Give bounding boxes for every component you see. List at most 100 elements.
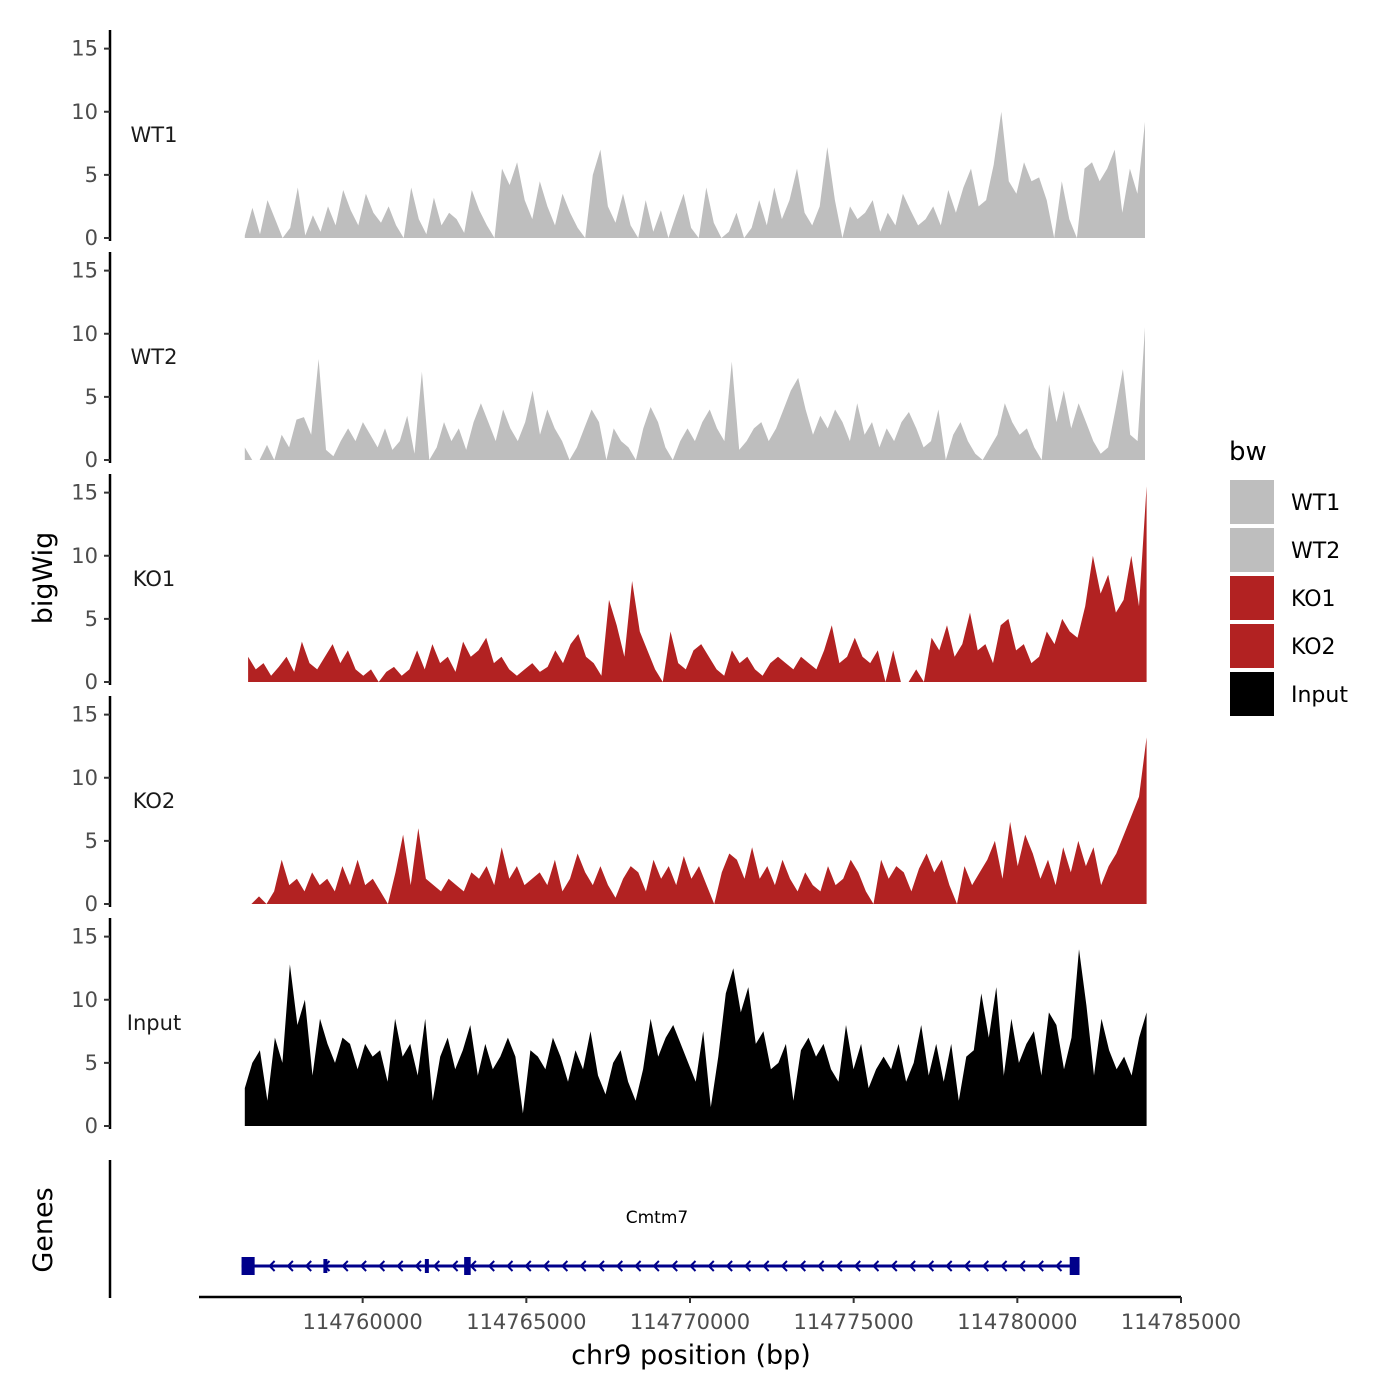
track-label-input: Input xyxy=(127,1011,181,1035)
signal-area-ko2 xyxy=(251,737,1147,904)
strand-arrow xyxy=(506,1260,514,1272)
y-tick-label: 10 xyxy=(71,988,98,1012)
signal-area-input xyxy=(244,949,1147,1126)
track-label-wt1: WT1 xyxy=(131,123,178,147)
legend-label: WT1 xyxy=(1291,491,1340,516)
strand-arrow xyxy=(981,1260,990,1272)
legend-label: Input xyxy=(1291,683,1348,708)
gene-exon xyxy=(1069,1257,1080,1275)
strand-arrow xyxy=(469,1260,477,1272)
strand-arrow xyxy=(524,1260,532,1272)
strand-arrow xyxy=(798,1260,807,1272)
strand-arrow xyxy=(817,1260,825,1272)
strand-arrow xyxy=(359,1260,367,1272)
strand-arrow xyxy=(689,1260,697,1272)
genes-axis-title: Genes xyxy=(28,1187,59,1272)
y-tick-label: 15 xyxy=(71,925,98,949)
y-tick-label: 10 xyxy=(71,766,98,790)
y-tick-label: 0 xyxy=(85,892,98,916)
legend-label: KO1 xyxy=(1291,587,1336,612)
track-label-wt2: WT2 xyxy=(131,345,178,369)
strand-arrow xyxy=(1018,1260,1026,1272)
strand-arrow xyxy=(652,1260,660,1272)
track-panel-wt1: 0 5 10 15 WT1 xyxy=(71,30,1146,250)
x-tick-label: 114760000 xyxy=(303,1310,423,1334)
strand-arrow xyxy=(542,1260,550,1272)
strand-arrow xyxy=(762,1260,770,1272)
y-tick-label: 15 xyxy=(71,481,98,505)
strand-arrow xyxy=(707,1260,715,1272)
legend-key xyxy=(1230,576,1274,620)
strand-arrow xyxy=(945,1260,953,1272)
strand-arrow xyxy=(268,1260,276,1272)
track-panel-ko2: 0 5 10 15 KO2 xyxy=(71,696,1147,916)
y-tick-label: 0 xyxy=(85,670,98,694)
legend-item-ko2: KO2 xyxy=(1230,624,1336,668)
track-panel-input: 0 5 10 15 Input xyxy=(71,918,1147,1138)
y-axis-title: bigWig xyxy=(28,532,59,625)
y-tick-label: 0 xyxy=(85,1114,98,1138)
legend-key xyxy=(1230,528,1274,572)
y-tick-label: 15 xyxy=(71,37,98,61)
gene-label: Cmtm7 xyxy=(626,1208,688,1228)
legend-item-wt1: WT1 xyxy=(1230,480,1340,524)
y-tick-label: 10 xyxy=(71,544,98,568)
x-tick-label: 114770000 xyxy=(630,1310,750,1334)
x-tick-label: 114765000 xyxy=(466,1310,586,1334)
signal-area-ko1 xyxy=(248,486,1147,682)
track-panel-wt2: 0 5 10 15 WT2 xyxy=(71,252,1146,472)
strand-arrow xyxy=(615,1260,624,1272)
y-tick-label: 15 xyxy=(71,259,98,283)
gene-exon xyxy=(424,1259,429,1273)
strand-arrow xyxy=(1036,1260,1044,1272)
strand-arrow xyxy=(1055,1260,1063,1272)
strand-arrow xyxy=(853,1260,861,1272)
x-tick-label: 114780000 xyxy=(957,1310,1077,1334)
strand-arrow xyxy=(908,1260,916,1272)
strand-arrow xyxy=(835,1260,843,1272)
strand-arrow xyxy=(743,1260,752,1272)
strand-arrow xyxy=(377,1260,386,1272)
strand-arrow xyxy=(926,1260,935,1272)
strand-arrow xyxy=(634,1260,642,1272)
legend-label: KO2 xyxy=(1291,635,1336,660)
strand-arrow xyxy=(1000,1260,1008,1272)
y-tick-label: 15 xyxy=(71,703,98,727)
strand-arrow xyxy=(396,1260,404,1272)
y-tick-label: 0 xyxy=(85,226,98,250)
strand-arrow xyxy=(963,1260,971,1272)
strand-arrow xyxy=(872,1260,880,1272)
strand-arrow xyxy=(487,1260,495,1272)
legend-key xyxy=(1230,672,1274,716)
x-axis-title: chr9 position (bp) xyxy=(571,1340,811,1371)
track-panel-ko1: 0 5 10 15 KO1 xyxy=(71,474,1147,694)
track-label-ko2: KO2 xyxy=(133,789,176,813)
strand-arrow xyxy=(451,1260,459,1272)
x-tick-label: 114785000 xyxy=(1121,1310,1241,1334)
y-tick-label: 5 xyxy=(85,607,98,631)
strand-arrow xyxy=(304,1260,312,1272)
legend-title: bw xyxy=(1229,437,1267,467)
legend-item-ko1: KO1 xyxy=(1230,576,1336,620)
y-tick-label: 5 xyxy=(85,385,98,409)
y-tick-label: 10 xyxy=(71,322,98,346)
x-tick-label: 114775000 xyxy=(794,1310,914,1334)
strand-arrow xyxy=(560,1260,569,1272)
gene-exon xyxy=(323,1259,328,1273)
strand-arrow xyxy=(286,1260,294,1272)
strand-arrow xyxy=(597,1260,605,1272)
y-tick-label: 10 xyxy=(71,100,98,124)
strand-arrow xyxy=(414,1260,422,1272)
legend-item-input: Input xyxy=(1230,672,1348,716)
signal-area-wt1 xyxy=(244,111,1146,238)
legend-key xyxy=(1230,624,1274,668)
legend-item-wt2: WT2 xyxy=(1230,528,1340,572)
y-tick-label: 5 xyxy=(85,829,98,853)
gene-exon xyxy=(464,1257,471,1275)
signal-area-wt2 xyxy=(244,327,1146,460)
y-tick-label: 5 xyxy=(85,163,98,187)
strand-arrow xyxy=(890,1260,898,1272)
strand-arrow xyxy=(725,1260,733,1272)
strand-arrow xyxy=(780,1260,788,1272)
strand-arrow xyxy=(670,1260,678,1272)
